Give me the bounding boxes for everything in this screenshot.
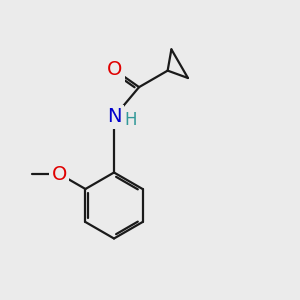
Text: H: H: [124, 111, 137, 129]
Text: N: N: [107, 107, 121, 127]
Text: O: O: [107, 60, 122, 80]
Text: O: O: [52, 164, 67, 184]
